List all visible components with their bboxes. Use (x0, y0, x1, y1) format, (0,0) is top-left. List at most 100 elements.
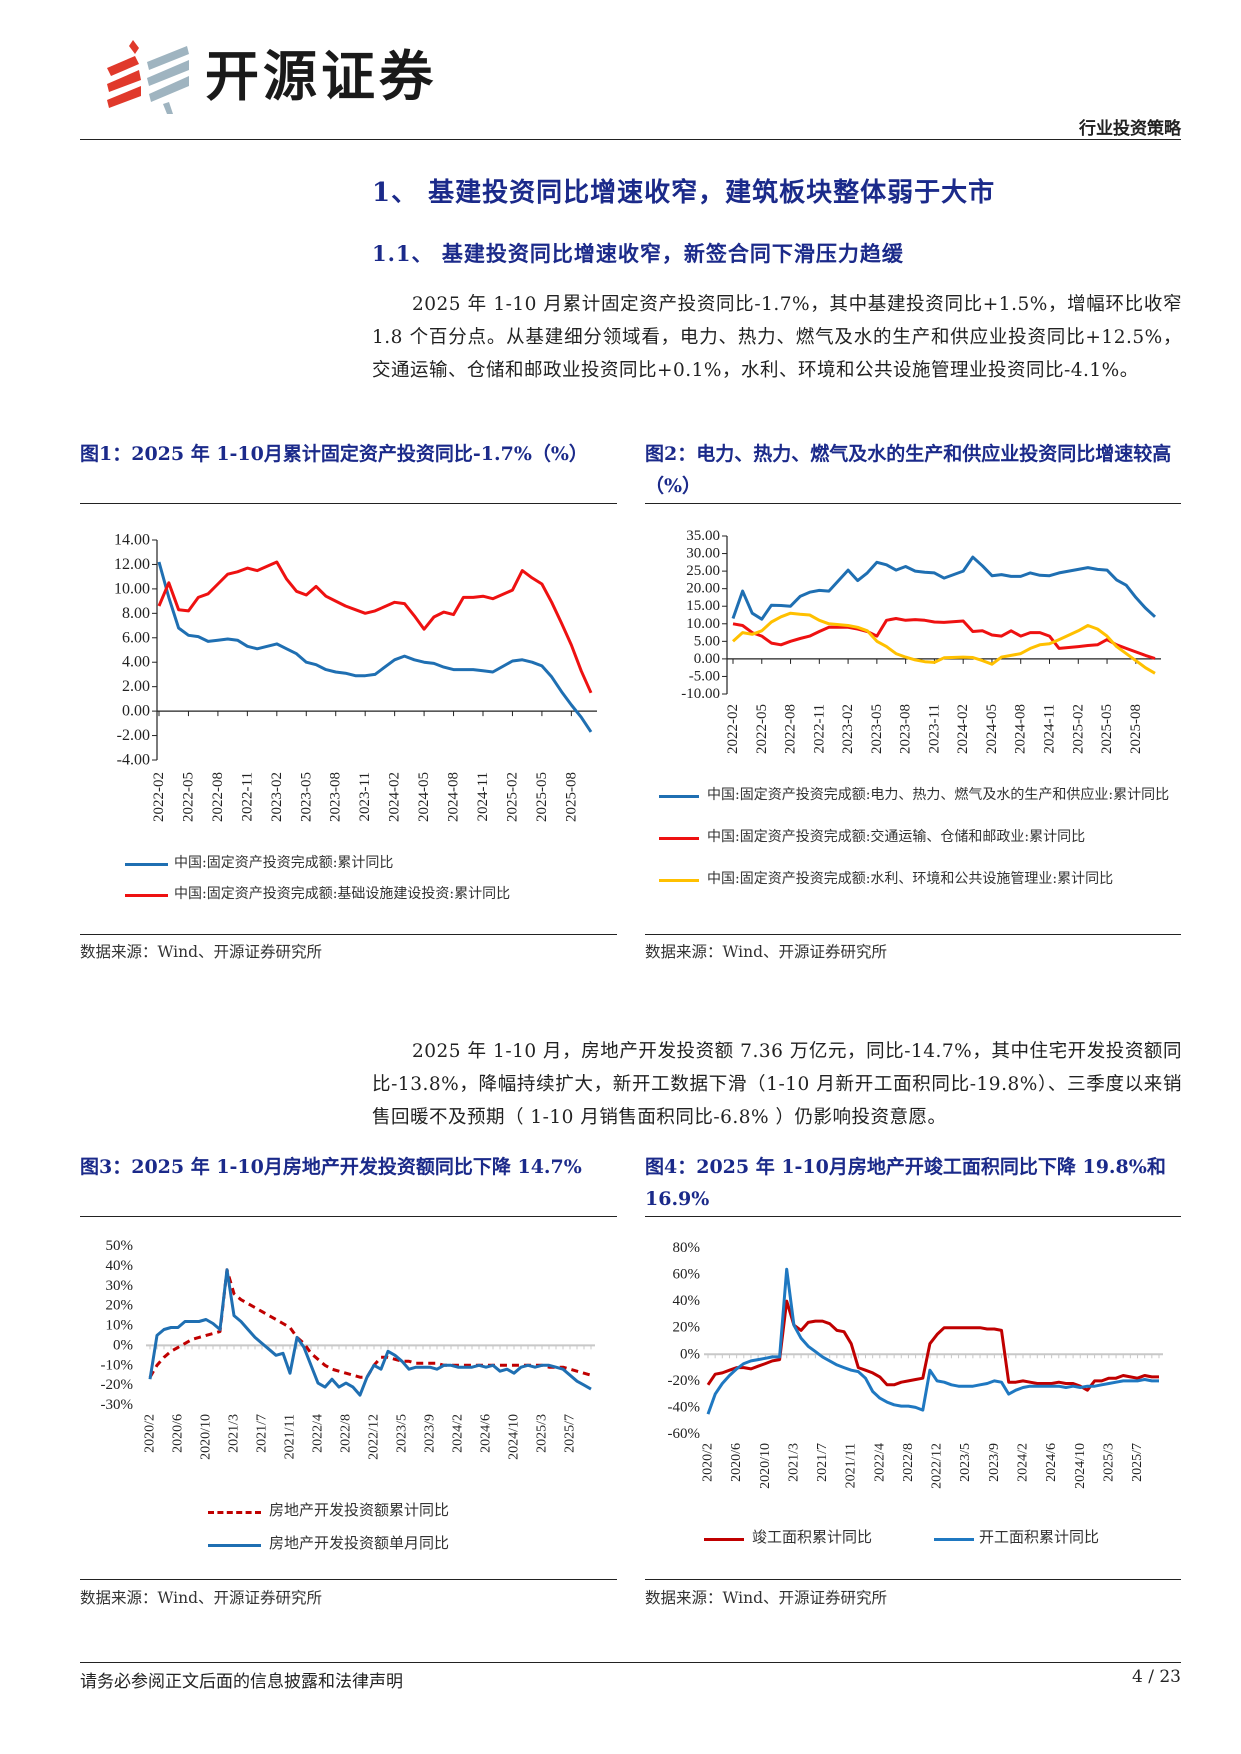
y-tick-label: 40% (673, 1293, 701, 1309)
y-tick-label: 20% (673, 1320, 701, 1336)
x-tick-label: 2022-02 (151, 772, 167, 822)
x-tick-label: 2025-08 (563, 772, 579, 822)
x-tick-label: 2021/7 (255, 1414, 270, 1453)
y-tick-label: 10.00 (114, 580, 150, 597)
figure-1-top-rule (80, 503, 617, 504)
series-line-2 (157, 560, 593, 694)
x-tick-label: 2022-08 (210, 772, 226, 822)
body-paragraph-2: 2025 年 1-10 月，房地产开发投资额 7.36 万亿元，同比-14.7%… (372, 1041, 1182, 1128)
legend-swatch-cumulative (208, 1511, 261, 1514)
y-tick-label: 20% (106, 1298, 134, 1314)
x-tick-label: 2024/10 (507, 1414, 522, 1460)
x-tick-label: 2023-02 (840, 704, 856, 754)
x-tick-label: 2025/7 (1130, 1443, 1145, 1482)
y-tick-label: 60% (673, 1267, 701, 1283)
legend-swatch-water (659, 879, 699, 882)
x-tick-label: 2020/10 (758, 1443, 773, 1489)
x-tick-label: 2025-02 (504, 772, 520, 822)
x-tick-label: 2025-05 (1099, 704, 1115, 754)
x-tick-label: 2022-05 (754, 704, 770, 754)
x-tick-label: 2023-02 (269, 772, 285, 822)
y-tick-label: -20% (101, 1377, 134, 1393)
figure-1-title: 图1：2025 年 1-10月累计固定资产投资同比-1.7%（%） (80, 443, 588, 465)
x-tick-label: 2024-02 (387, 772, 403, 822)
x-tick-label: 2022/4 (872, 1443, 887, 1482)
y-tick-label: -30% (101, 1397, 134, 1413)
y-tick-label: 20.00 (686, 581, 720, 597)
x-tick-label: 2022-08 (783, 704, 799, 754)
x-tick-label: 2021/11 (283, 1414, 298, 1459)
legend-label-transport: 中国:固定资产投资完成额:交通运输、仓储和邮政业:累计同比 (707, 829, 1086, 845)
series-line-3 (731, 611, 1156, 675)
x-tick-label: 2020/10 (199, 1414, 214, 1460)
x-tick-label: 2022/8 (339, 1414, 354, 1453)
x-tick-label: 2024-08 (1013, 704, 1029, 754)
x-tick-label: 2022/12 (930, 1443, 945, 1489)
report-type-label: 行业投资策略 (1079, 119, 1181, 139)
legend-label-fai: 中国:固定资产投资完成额:累计同比 (174, 855, 394, 871)
figure-2-bottom-rule (645, 934, 1181, 935)
x-tick-label: 2022/8 (901, 1443, 916, 1482)
x-tick-label: 2024-11 (1042, 704, 1058, 753)
company-logo-text: 开源证券 (205, 45, 437, 108)
legend-label-completion: 竣工面积累计同比 (752, 1528, 873, 1546)
x-tick-label: 2023-11 (357, 772, 373, 821)
x-tick-label: 2025-05 (534, 772, 550, 822)
x-tick-label: 2022-05 (180, 772, 196, 822)
y-tick-label: -2.00 (117, 727, 150, 744)
figure-1-source: 数据来源：Wind、开源证券研究所 (80, 943, 323, 961)
y-tick-label: 25.00 (686, 563, 720, 579)
y-tick-label: 30.00 (686, 546, 720, 562)
legend-label-starts: 开工面积累计同比 (979, 1528, 1100, 1546)
x-tick-label: 2022-11 (811, 704, 827, 753)
x-tick-label: 2025-02 (1070, 704, 1086, 754)
series-line-1 (157, 561, 593, 733)
x-tick-label: 2020/2 (143, 1414, 158, 1453)
legend-label-monthly: 房地产开发投资额单月同比 (269, 1534, 450, 1552)
x-tick-label: 2022-02 (725, 704, 741, 754)
x-tick-label: 2020/2 (701, 1443, 716, 1482)
y-tick-label: 0% (680, 1346, 700, 1362)
y-tick-label: 10% (106, 1318, 134, 1334)
series-line-2 (148, 1268, 592, 1397)
x-tick-label: 2021/3 (227, 1414, 242, 1453)
body-paragraph-1: 2025 年 1-10 月累计固定资产投资同比-1.7%，其中基建投资同比+1.… (372, 294, 1182, 381)
x-tick-label: 2023/9 (987, 1443, 1002, 1482)
y-tick-label: 50% (106, 1238, 134, 1254)
figure-4-title: 图4：2025 年 1-10月房地产开竣工面积同比下降 19.8%和 16.9% (645, 1156, 1166, 1210)
x-tick-label: 2025/3 (535, 1414, 550, 1453)
y-tick-label: -10% (101, 1357, 134, 1373)
legend-swatch-starts (934, 1538, 974, 1541)
y-tick-label: -60% (668, 1426, 701, 1442)
x-tick-label: 2022/4 (311, 1414, 326, 1453)
figure-3-bottom-rule (80, 1579, 617, 1580)
x-tick-label: 2024-02 (955, 704, 971, 754)
x-tick-label: 2024-05 (416, 772, 432, 822)
y-tick-label: 2.00 (122, 678, 150, 695)
y-tick-label: 80% (673, 1240, 701, 1256)
y-tick-label: 10.00 (686, 616, 720, 632)
y-tick-label: 30% (106, 1278, 134, 1294)
x-tick-label: 2021/7 (815, 1443, 830, 1482)
y-tick-label: -40% (668, 1399, 701, 1415)
x-tick-label: 2024/10 (1073, 1443, 1088, 1489)
legend-swatch-fai (125, 863, 168, 866)
x-tick-label: 2023/5 (958, 1443, 973, 1482)
y-tick-label: 15.00 (686, 598, 720, 614)
series-line-2 (706, 1267, 1159, 1415)
legend-swatch-transport (659, 837, 699, 840)
header-divider (80, 139, 1181, 140)
x-tick-label: 2024-08 (446, 772, 462, 822)
x-tick-label: 2022/12 (367, 1414, 382, 1460)
x-tick-label: 2020/6 (729, 1443, 744, 1482)
x-tick-label: 2021/3 (786, 1443, 801, 1482)
x-tick-label: 2024-05 (984, 704, 1000, 754)
x-tick-label: 2023-08 (328, 772, 344, 822)
series-line-1 (148, 1268, 592, 1379)
figure-3-chart: 50% 40% 30% 20% 10% 0% -10% -20% -30% 2020/2 2020/… (101, 1238, 595, 1460)
x-tick-label: 2024/6 (479, 1414, 494, 1453)
y-tick-label: 4.00 (122, 654, 150, 671)
legend-swatch-completion (704, 1538, 744, 1541)
legend-label-water: 中国:固定资产投资完成额:水利、环境和公共设施管理业:累计同比 (707, 871, 1114, 887)
